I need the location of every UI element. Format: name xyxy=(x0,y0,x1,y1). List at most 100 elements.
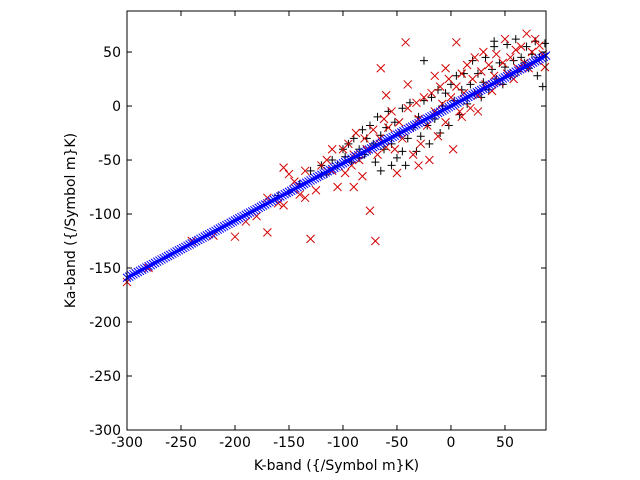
fit-point xyxy=(347,154,356,164)
fit-point xyxy=(317,170,326,180)
data-point-plus xyxy=(376,166,385,175)
fit-point xyxy=(288,185,298,194)
y-tick-label: -250 xyxy=(89,369,121,385)
fit-point xyxy=(390,131,400,141)
data-point-cross xyxy=(470,53,480,62)
fit-point xyxy=(297,180,307,190)
data-point-plus xyxy=(373,112,382,121)
data-point-cross xyxy=(530,34,540,44)
data-point-cross xyxy=(435,82,445,91)
fit-point xyxy=(377,138,387,148)
fit-point xyxy=(392,130,402,140)
x-tick-label: -250 xyxy=(165,435,197,451)
data-point-cross xyxy=(527,47,537,57)
fit-point xyxy=(174,245,184,255)
x-tick-label: 50 xyxy=(496,435,514,451)
fit-point xyxy=(351,152,361,161)
fit-point xyxy=(263,198,272,208)
fit-point xyxy=(327,164,337,174)
data-point-cross xyxy=(365,206,375,216)
data-point-cross xyxy=(358,171,367,181)
data-point-cross xyxy=(535,41,544,50)
data-point-cross xyxy=(284,169,294,179)
fit-point xyxy=(405,123,415,133)
y-tick-label: -300 xyxy=(89,423,121,439)
fit-point xyxy=(286,186,296,196)
fit-point xyxy=(466,91,475,101)
fit-point xyxy=(526,59,536,69)
data-point-cross xyxy=(279,163,288,172)
fit-point xyxy=(196,234,205,244)
fit-point xyxy=(479,84,488,94)
fit-point xyxy=(168,249,177,259)
fit-point xyxy=(148,259,158,269)
fit-point xyxy=(435,107,445,117)
fit-point xyxy=(226,218,236,228)
data-point-cross xyxy=(489,71,499,81)
fit-point xyxy=(323,166,333,176)
fit-point xyxy=(409,121,419,130)
fit-point xyxy=(265,197,274,207)
fit-point xyxy=(308,174,318,184)
data-point-cross xyxy=(484,60,494,70)
data-point-cross xyxy=(446,93,456,102)
fit-point xyxy=(183,241,192,251)
fit-point xyxy=(457,95,467,105)
x-tick-label: 0 xyxy=(447,435,456,451)
fit-point xyxy=(355,149,365,159)
fit-point xyxy=(481,83,490,93)
fit-point xyxy=(150,258,160,268)
data-point-plus xyxy=(419,56,428,65)
fit-point xyxy=(275,192,285,201)
fit-point xyxy=(170,248,179,257)
fit-point xyxy=(234,213,244,223)
fit-point xyxy=(157,255,166,264)
x-tick-label: -50 xyxy=(386,435,409,451)
data-point-plus xyxy=(463,99,472,108)
fit-point xyxy=(388,132,398,142)
fit-point xyxy=(304,177,313,186)
fit-point xyxy=(273,193,283,202)
fit-point xyxy=(502,71,512,81)
data-point-cross xyxy=(466,103,475,113)
axes-frame xyxy=(126,10,547,431)
fit-point xyxy=(487,79,497,89)
data-point-cross xyxy=(448,144,458,154)
fit-point xyxy=(414,118,423,128)
data-point-cross xyxy=(408,150,418,159)
fit-point xyxy=(310,173,320,183)
y-tick-label: -100 xyxy=(89,207,121,223)
fit-point xyxy=(258,201,268,210)
fit-point xyxy=(332,162,341,172)
data-point-cross xyxy=(441,63,450,73)
fit-point xyxy=(217,223,227,232)
fit-point xyxy=(440,105,449,114)
fit-point xyxy=(336,160,346,169)
fit-point xyxy=(198,233,207,243)
fit-point xyxy=(535,54,544,64)
fit-point xyxy=(237,212,246,222)
data-point-cross xyxy=(457,69,467,78)
fit-point xyxy=(185,240,194,249)
data-point-cross xyxy=(430,71,440,81)
fit-point xyxy=(243,209,253,218)
fit-point xyxy=(178,243,188,253)
fit-point xyxy=(407,122,417,131)
data-point-cross xyxy=(230,232,240,242)
data-point-cross xyxy=(279,201,288,210)
data-point-cross xyxy=(441,117,450,127)
data-point-cross xyxy=(452,82,461,91)
fit-point xyxy=(269,195,279,205)
data-point-plus xyxy=(473,69,482,78)
fit-point xyxy=(425,113,434,122)
fit-point xyxy=(152,257,162,267)
fit-point xyxy=(517,63,527,73)
fit-point xyxy=(364,145,374,154)
fit-point xyxy=(485,81,495,90)
data-point-cross xyxy=(491,49,501,59)
fit-point xyxy=(539,52,549,62)
plot-area xyxy=(122,29,551,287)
fit-point xyxy=(494,76,503,86)
fit-point xyxy=(241,210,251,220)
fit-point xyxy=(180,242,190,252)
